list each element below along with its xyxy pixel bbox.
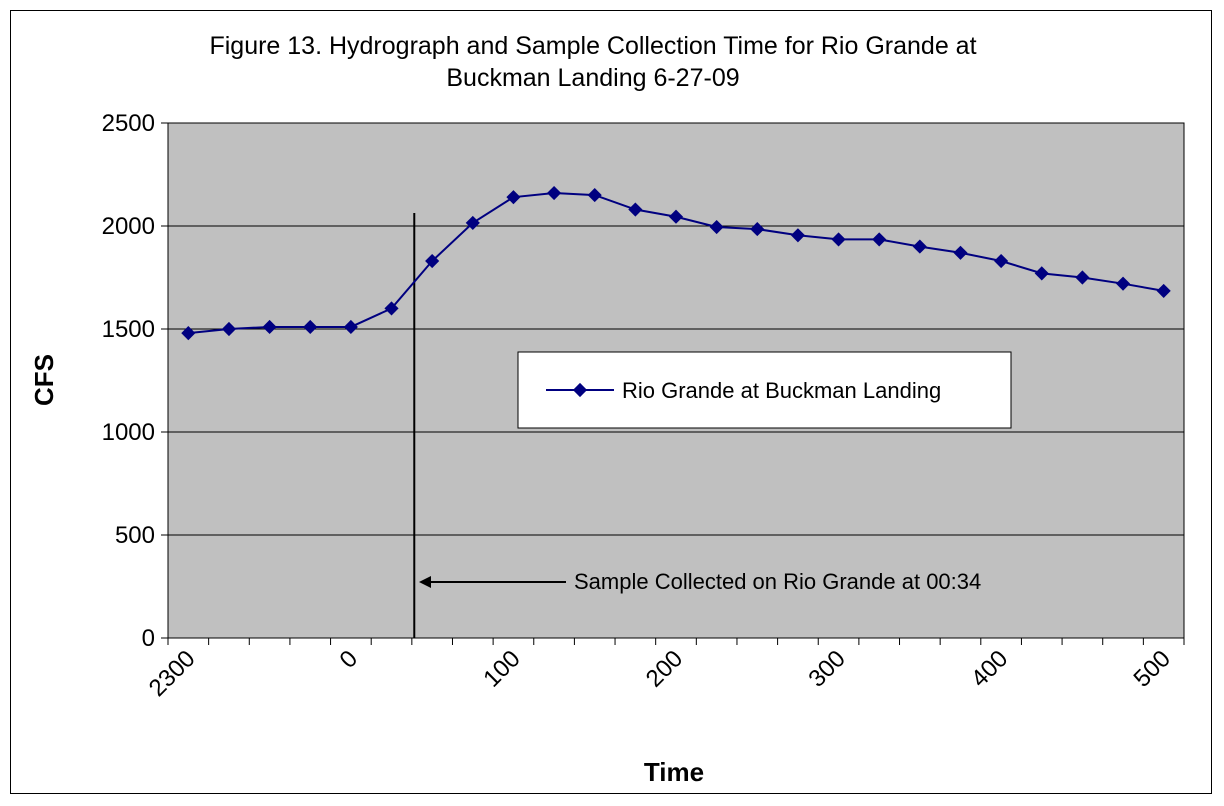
x-tick-label: 300: [803, 645, 850, 692]
data-point: [506, 190, 521, 205]
x-tick-label: 400: [966, 645, 1013, 692]
data-point: [994, 253, 1009, 269]
annotation-text: Sample Collected on Rio Grande at 00:34: [574, 569, 981, 594]
data-point: [425, 253, 440, 269]
x-tick-label: 500: [1129, 645, 1176, 692]
data-point: [709, 219, 724, 235]
x-tick-label: 0: [335, 645, 364, 674]
legend: Rio Grande at Buckman Landing: [517, 351, 1012, 429]
y-axis-title: CFS: [29, 354, 59, 406]
data-point: [181, 326, 196, 341]
gridlines: [168, 225, 1184, 536]
chart-title-line-1: Figure 13. Hydrograph and Sample Collect…: [209, 32, 976, 60]
y-tick-label: 500: [115, 522, 155, 549]
data-point: [465, 215, 480, 230]
y-tick-label: 1500: [102, 316, 155, 343]
data-point: [343, 319, 358, 335]
chart-title-line-2: Buckman Landing 6-27-09: [446, 64, 739, 92]
data-point: [303, 319, 318, 335]
x-axis: 2300 0 100 200 300 400 500: [144, 638, 1185, 702]
data-point: [872, 232, 887, 247]
annotation-arrowhead: [419, 576, 431, 588]
data-point: [628, 202, 643, 217]
data-point: [1075, 270, 1090, 285]
x-tick-label: 2300: [144, 645, 201, 702]
data-point: [221, 321, 237, 337]
chart: Figure 13. Hydrograph and Sample Collect…: [29, 32, 1185, 787]
data-point: [1115, 276, 1131, 291]
chart-frame: Figure 13. Hydrograph and Sample Collect…: [10, 10, 1212, 794]
data-point: [262, 319, 277, 335]
legend-label: Rio Grande at Buckman Landing: [622, 378, 941, 403]
legend-marker: [572, 382, 588, 398]
series-group: [181, 185, 1171, 341]
x-tick-label: 100: [478, 645, 525, 692]
data-point: [1034, 266, 1049, 281]
y-tick-label: 1000: [102, 419, 155, 446]
data-point: [912, 239, 927, 254]
data-point: [750, 222, 765, 237]
y-axis: 0 500 1000 1500 2000 2500: [102, 110, 168, 652]
data-point: [587, 188, 602, 203]
y-tick-label: 2500: [102, 110, 155, 137]
data-point: [668, 209, 684, 224]
data-point: [953, 245, 968, 260]
data-point: [831, 232, 846, 247]
data-point: [1156, 283, 1171, 298]
y-tick-label: 0: [142, 625, 155, 652]
data-point: [790, 228, 805, 243]
sample-annotation: Sample Collected on Rio Grande at 00:34: [419, 569, 981, 594]
x-axis-title: Time: [644, 757, 704, 787]
data-point: [384, 301, 399, 316]
y-tick-label: 2000: [102, 213, 155, 240]
data-point: [547, 185, 562, 201]
x-tick-label: 200: [641, 645, 688, 692]
